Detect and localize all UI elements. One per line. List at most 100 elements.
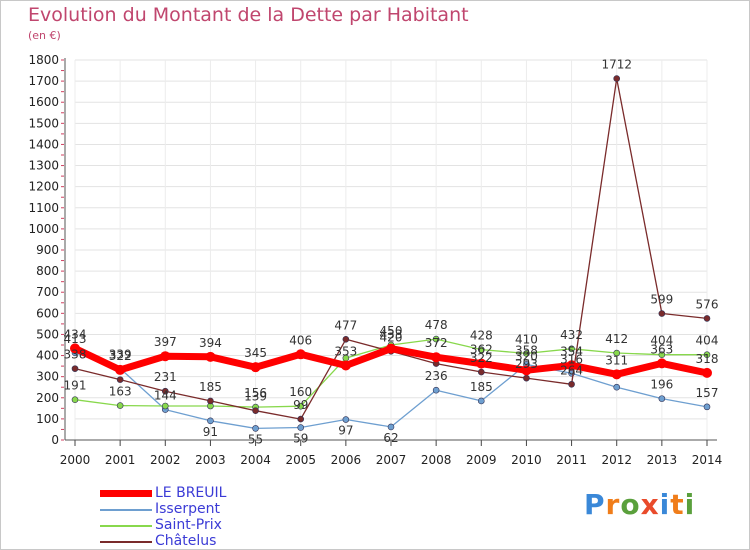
data-label: 320 [515,349,538,363]
y-tick-label: 600 [36,306,59,320]
x-tick-label: 2005 [285,453,316,467]
data-point [566,360,577,371]
y-tick-label: 100 [36,412,59,426]
data-label: 163 [109,385,132,399]
data-point [432,335,440,343]
data-label: 59 [293,432,308,446]
data-label: 316 [560,352,583,366]
data-label: 363 [650,342,673,356]
x-tick-label: 2013 [647,453,678,467]
data-label: 231 [154,370,177,384]
data-point [477,397,485,405]
data-point [207,397,214,405]
data-point [207,417,214,425]
data-label: 157 [696,386,719,400]
data-point [71,365,79,372]
data-point [205,351,216,362]
data-point [386,343,396,354]
x-tick-label: 2010 [511,453,542,467]
data-label: 156 [244,386,267,400]
data-label: 97 [338,424,353,438]
x-tick-label: 2006 [331,453,362,467]
data-label: 338 [64,348,87,362]
x-tick-label: 2007 [376,453,407,467]
data-point [702,367,712,378]
data-label: 434 [64,327,87,341]
data-label: 339 [109,347,132,361]
data-label: 185 [470,380,493,394]
data-point [387,423,395,431]
legend-label: Saint-Prix [155,517,222,533]
data-point [115,364,126,375]
legend-swatch [100,541,152,543]
data-point [477,346,485,353]
x-tick-label: 2001 [105,453,136,467]
chart-title: Evolution du Montant de la Dette par Hab… [28,4,469,26]
x-tick-label: 2000 [60,453,91,467]
data-point [611,369,622,380]
logo-letter: x [640,488,660,521]
x-tick-label: 2009 [466,453,497,467]
data-label: 478 [425,318,448,332]
data-label: 576 [696,297,719,311]
data-point [613,75,621,82]
data-point [432,386,440,394]
data-label: 433 [380,328,403,342]
data-label: 420 [380,330,403,344]
data-label: 345 [244,346,267,360]
data-point [295,349,306,360]
y-tick-label: 900 [36,243,59,257]
data-label: 264 [560,363,583,377]
proxiti-logo: Proxiti [584,488,695,521]
data-label: 432 [560,328,583,342]
legend-swatch [100,509,152,511]
data-point [297,402,305,410]
data-label: 412 [605,332,628,346]
data-point [161,387,169,395]
y-tick-label: 800 [36,264,59,278]
data-point [116,376,124,383]
data-label: 91 [203,425,218,439]
data-label: 599 [650,293,673,307]
data-point [658,351,666,359]
legend-label: Isserpent [155,501,220,517]
y-tick-label: 1100 [28,201,59,215]
logo-letter: P [584,488,606,521]
data-label: 293 [515,357,538,371]
data-point [252,407,259,414]
data-label: 144 [154,389,177,403]
data-point [613,383,621,391]
data-point [476,358,487,369]
data-label: 397 [154,335,177,349]
y-tick-label: 1800 [28,53,59,67]
x-tick-label: 2012 [601,453,632,467]
data-label: 318 [696,352,719,366]
data-point [658,395,666,402]
data-point [250,362,261,373]
data-point [656,358,667,369]
data-label: 311 [605,353,628,367]
x-tick-label: 2003 [195,453,226,467]
data-point [70,343,80,354]
logo-letter: r [605,488,621,521]
y-tick-label: 400 [36,349,59,363]
data-label: 372 [425,336,448,350]
data-point [160,351,171,362]
x-tick-label: 2002 [150,453,181,467]
chart-unit: (en €) [28,29,61,42]
data-point [71,396,79,403]
data-point [703,351,711,359]
data-point [568,345,575,353]
data-point [340,360,351,371]
data-point [523,350,530,357]
data-label: 55 [248,432,263,446]
data-label: 99 [293,398,308,412]
data-label: 322 [470,351,493,365]
data-point [568,380,575,388]
data-point [252,425,259,432]
data-point [703,315,711,322]
data-label: 236 [425,369,448,383]
legend-label: LE BREUIL [155,485,227,501]
data-label: 406 [289,333,312,347]
